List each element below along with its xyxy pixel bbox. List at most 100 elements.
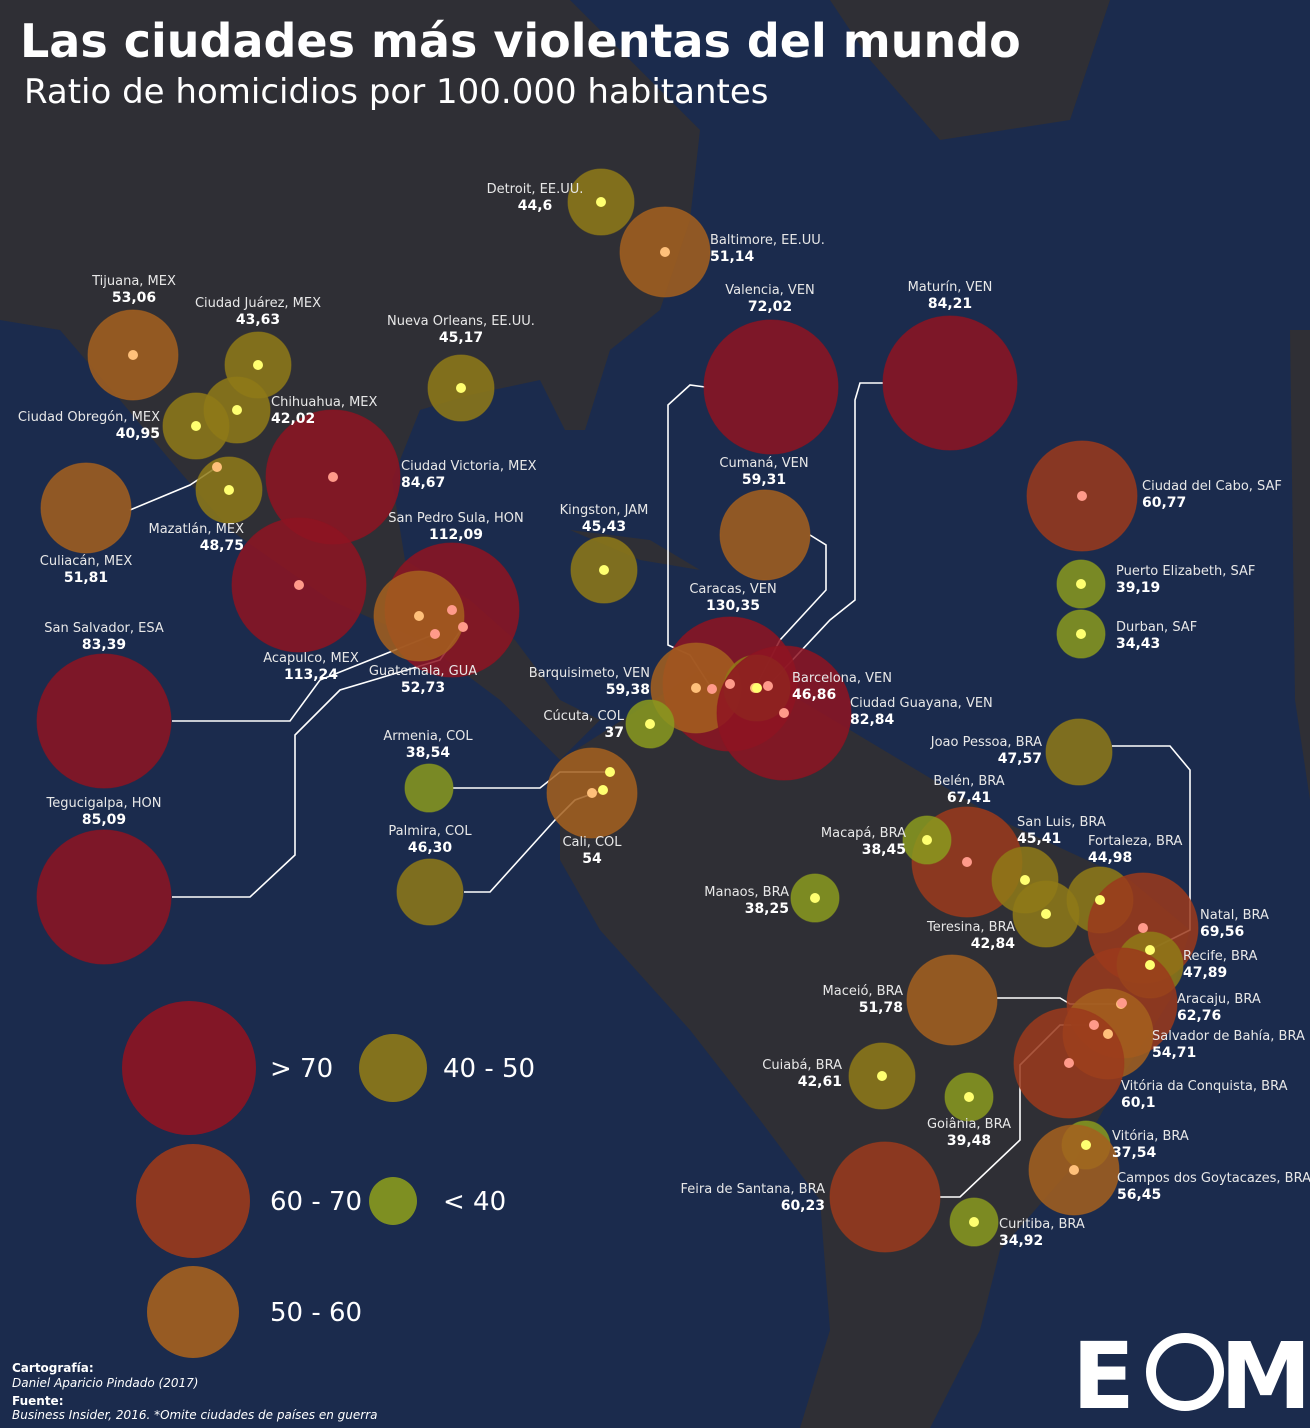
city-value: 52,73 [401, 680, 445, 696]
legend-label: < 40 [443, 1187, 506, 1217]
city-name: San Salvador, ESA [44, 621, 164, 636]
city-name: Barcelona, VEN [792, 671, 892, 686]
city-name: Tijuana, MEX [91, 274, 176, 289]
city-value: 84,21 [928, 296, 972, 312]
logo-letter: E [1072, 1323, 1135, 1428]
city-value: 82,84 [850, 712, 895, 728]
city-dot [224, 485, 234, 495]
city-value: 54 [582, 851, 602, 867]
city-value: 72,02 [748, 299, 792, 315]
city-value: 51,78 [859, 1000, 903, 1016]
city-dot [587, 788, 597, 798]
city-name: Macapá, BRA [821, 826, 906, 841]
city-dot [645, 719, 655, 729]
city-circle [829, 1141, 941, 1253]
title: Las ciudades más violentas del mundo [20, 14, 1021, 68]
city-name: Chihuahua, MEX [271, 395, 378, 410]
city-value: 42,61 [798, 1074, 842, 1090]
city-value: 54,71 [1152, 1045, 1196, 1061]
city-name: Feira de Santana, BRA [680, 1182, 825, 1197]
logo-ring [1146, 1333, 1224, 1411]
city-value: 112,09 [429, 527, 483, 543]
city-value: 84,67 [401, 475, 445, 491]
city-name: Detroit, EE.UU. [487, 182, 584, 197]
city-name: Belén, BRA [933, 774, 1004, 789]
greenland [830, 0, 1110, 140]
city-name: Vitória da Conquista, BRA [1121, 1079, 1288, 1094]
city-name: Ciudad del Cabo, SAF [1142, 479, 1282, 494]
city-dot [232, 405, 242, 415]
city-circle [719, 489, 811, 581]
legend: > 70 60 - 70 50 - 60 40 - 50 < 40 [122, 1001, 535, 1358]
city-value: 60,1 [1121, 1095, 1156, 1111]
city-name: Guatemala, GUA [369, 664, 477, 679]
city-value: 69,56 [1200, 924, 1244, 940]
city-dot [1020, 875, 1030, 885]
city-name: Valencia, VEN [725, 283, 815, 298]
city-dot [1064, 1058, 1074, 1068]
city-name: Ciudad Juárez, MEX [195, 296, 321, 311]
city-value: 38,25 [745, 901, 789, 917]
city-circle [882, 315, 1018, 451]
city-name: San Pedro Sula, HON [388, 511, 523, 526]
city-value: 113,24 [284, 667, 338, 683]
city-dot [456, 383, 466, 393]
city-dot [1145, 960, 1155, 970]
city-dot [605, 767, 615, 777]
city-name: Aracaju, BRA [1177, 992, 1261, 1007]
city-dot [294, 580, 304, 590]
city-dot [1089, 1020, 1099, 1030]
city-value: 62,76 [1177, 1008, 1221, 1024]
city-name: Maceió, BRA [823, 984, 904, 999]
legend-circle [122, 1001, 256, 1135]
africa [1290, 330, 1310, 800]
city-value: 60,23 [781, 1198, 825, 1214]
city-value: 42,84 [971, 936, 1016, 952]
city-value: 47,89 [1183, 965, 1227, 981]
city-name: Armenia, COL [383, 729, 473, 744]
city-circle [36, 653, 172, 789]
city-dot [964, 1092, 974, 1102]
city-dot [191, 421, 201, 431]
city-name: Teresina, BRA [926, 920, 1015, 935]
source: Business Insider, 2016. *Omite ciudades … [12, 1408, 377, 1422]
city-dot [598, 785, 608, 795]
city-value: 37 [605, 725, 624, 741]
city-name: Curitiba, BRA [999, 1217, 1085, 1232]
legend-circle [147, 1266, 239, 1358]
city-value: 37,54 [1112, 1145, 1157, 1161]
city-value: 46,86 [792, 687, 836, 703]
city-dot [328, 472, 338, 482]
city-circle [396, 858, 464, 926]
city-name: Barquisimeto, VEN [529, 666, 650, 681]
city-value: 44,6 [518, 198, 553, 214]
city-value: 38,45 [862, 842, 906, 858]
city-dot [1138, 923, 1148, 933]
city-value: 34,43 [1116, 636, 1160, 652]
legend-circle [136, 1144, 250, 1258]
city-name: Cuiabá, BRA [762, 1058, 842, 1073]
city-value: 59,38 [606, 682, 650, 698]
city-dot [1095, 895, 1105, 905]
city-circle [703, 319, 839, 455]
city-dot [922, 835, 932, 845]
city-name: Manaos, BRA [704, 885, 789, 900]
city-value: 60,77 [1142, 495, 1186, 511]
city-name: Cali, COL [562, 835, 622, 850]
city-name: Nueva Orleans, EE.UU. [387, 314, 535, 329]
city-name: Cúcuta, COL [543, 709, 624, 724]
city-dot [1103, 1029, 1113, 1039]
connector [767, 382, 883, 687]
city-value: 59,31 [742, 472, 786, 488]
city-dot [1076, 579, 1086, 589]
city-dot [599, 565, 609, 575]
city-value: 42,02 [271, 411, 315, 427]
city-name: Recife, BRA [1183, 949, 1257, 964]
city-name: Baltimore, EE.UU. [710, 233, 825, 248]
city-name: Natal, BRA [1200, 908, 1269, 923]
city-name: Joao Pessoa, BRA [930, 735, 1042, 750]
city-dot [752, 683, 762, 693]
city-value: 56,45 [1117, 1187, 1161, 1203]
city-name: Ciudad Victoria, MEX [401, 459, 537, 474]
city-dot [1069, 1165, 1079, 1175]
